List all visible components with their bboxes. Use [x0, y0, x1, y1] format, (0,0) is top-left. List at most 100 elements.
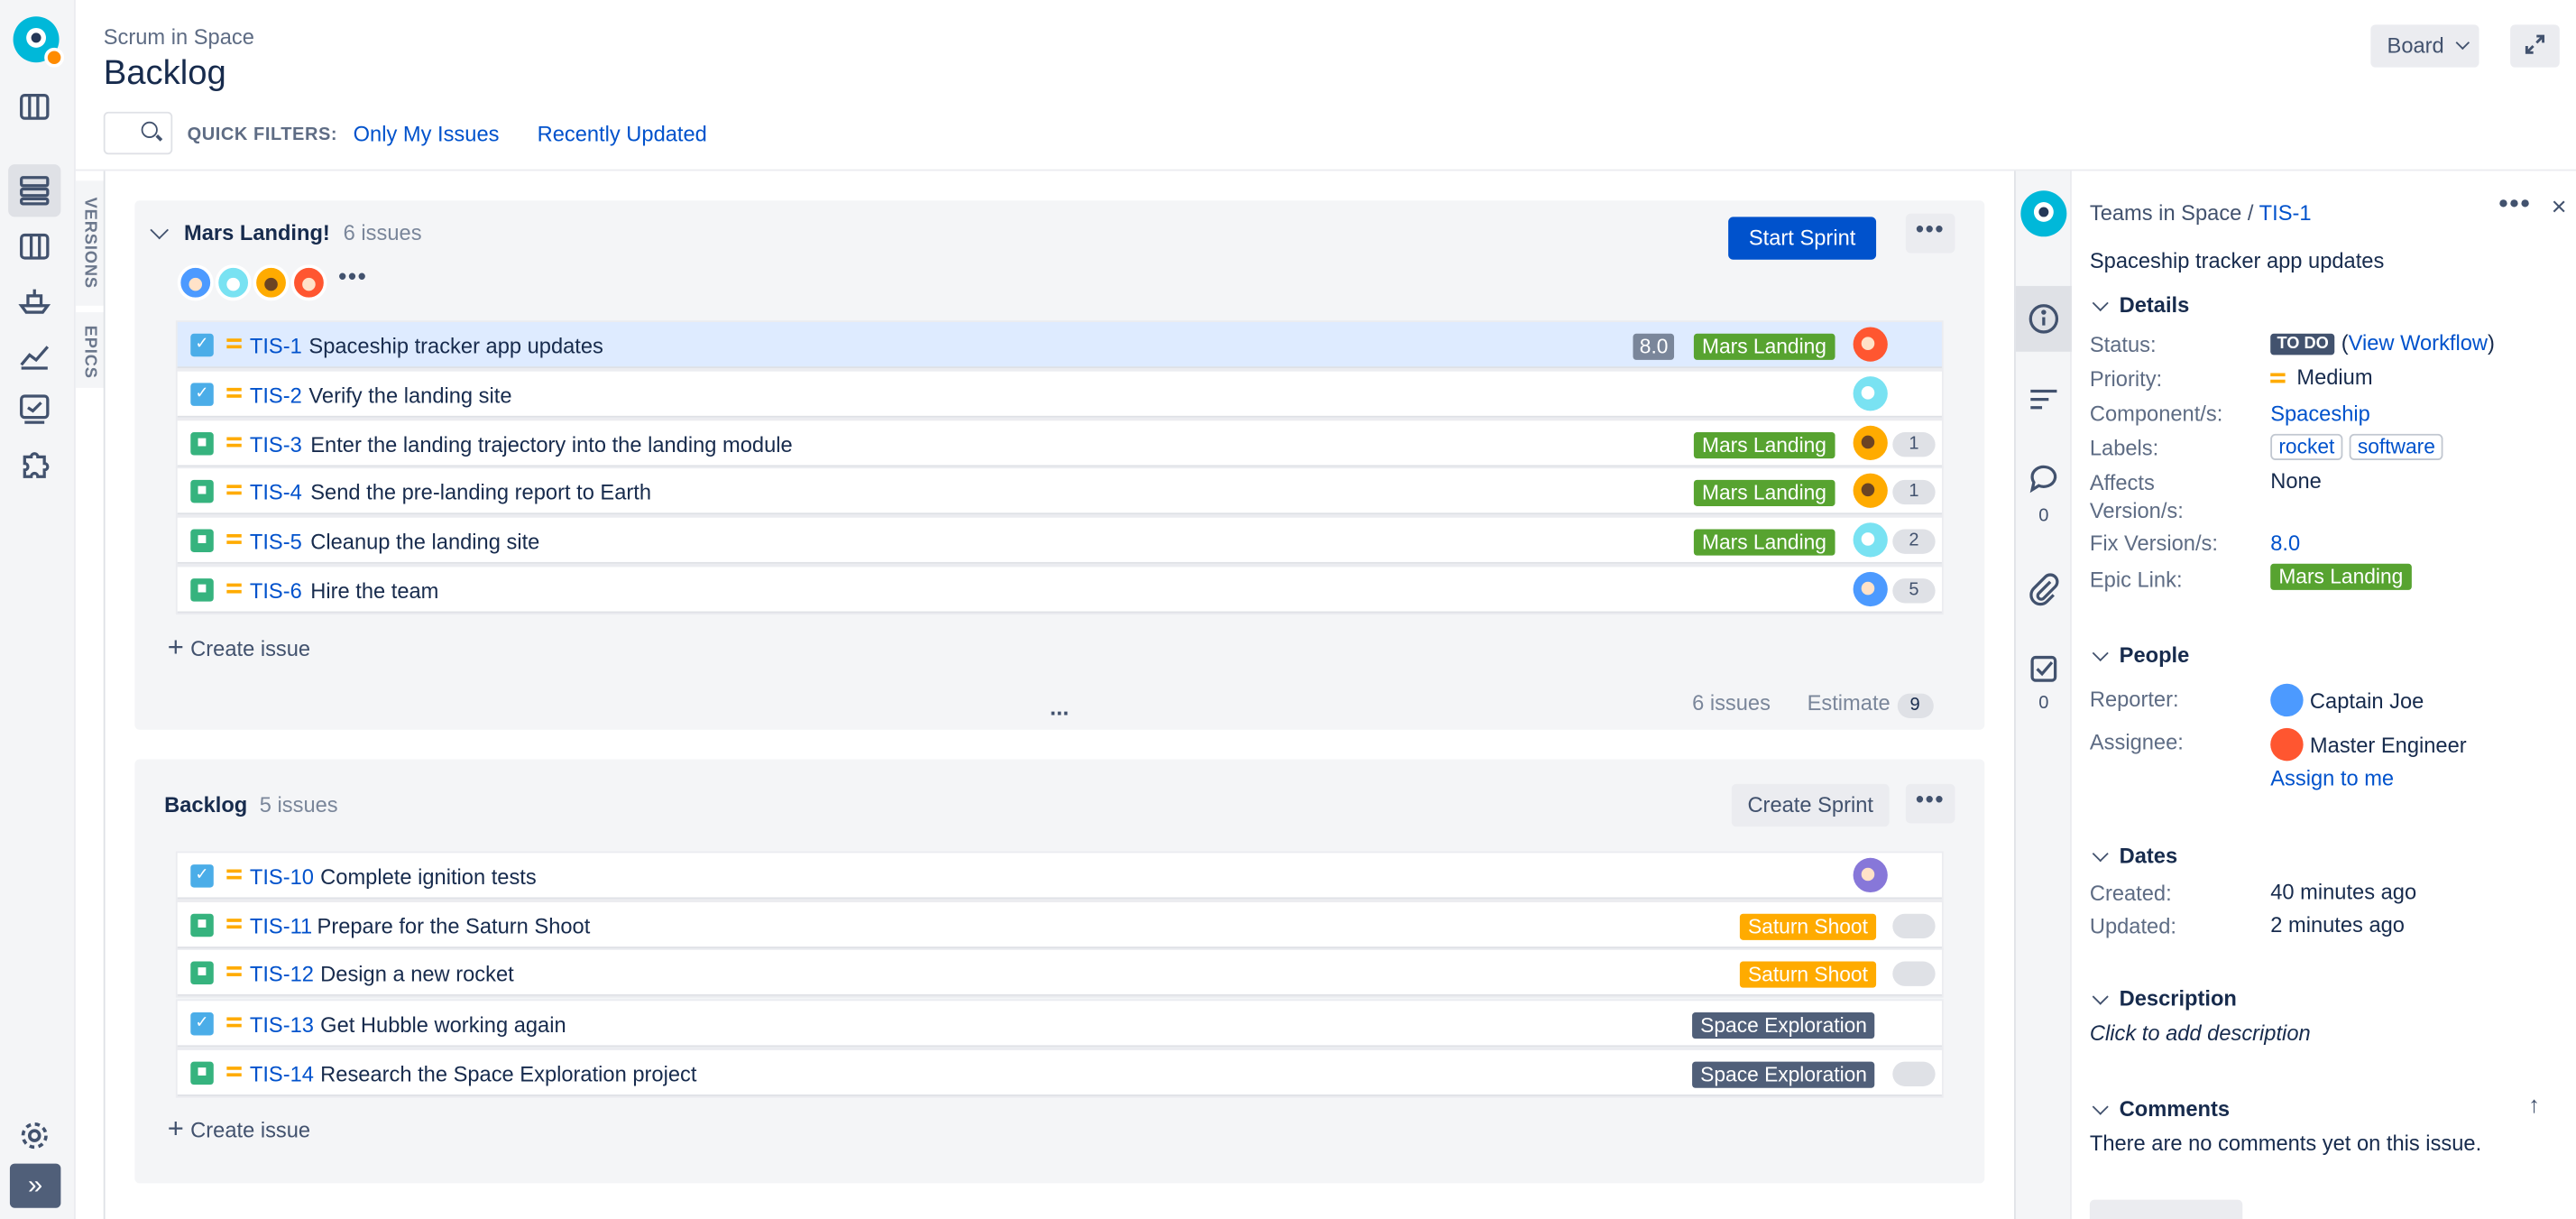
assignee-avatar[interactable]: [1853, 571, 1888, 607]
create-issue-button[interactable]: + Create issue: [168, 1113, 310, 1145]
quick-filter-recently-updated[interactable]: Recently Updated: [537, 121, 707, 147]
reporter-value[interactable]: Captain Joe: [2270, 683, 2424, 717]
fullscreen-button[interactable]: [2510, 24, 2560, 68]
settings-gear-icon[interactable]: [16, 1118, 52, 1154]
priority-value[interactable]: Medium: [2270, 365, 2373, 390]
label-tag[interactable]: rocket: [2270, 433, 2343, 461]
issue-key[interactable]: TIS-3: [249, 432, 302, 457]
issue-key[interactable]: TIS-10: [249, 864, 314, 890]
issue-key[interactable]: TIS-13: [249, 1012, 314, 1038]
epic-lozenge[interactable]: Mars Landing: [1693, 529, 1835, 556]
labels-value[interactable]: rocket software: [2270, 433, 2450, 461]
addons-puzzle-icon[interactable]: [16, 446, 52, 482]
reports-icon[interactable]: [16, 337, 52, 373]
releases-ship-icon[interactable]: [16, 282, 52, 319]
issue-key[interactable]: TIS-11: [249, 913, 313, 939]
description-section-header[interactable]: Description: [2090, 986, 2237, 1011]
backlog-more-button[interactable]: •••: [1905, 783, 1955, 824]
issue-key[interactable]: TIS-5: [249, 529, 302, 554]
versions-tab[interactable]: VERSIONS: [75, 180, 106, 306]
close-icon[interactable]: ×: [2551, 193, 2567, 222]
avatar[interactable]: [215, 264, 252, 301]
epic-link-value[interactable]: Mars Landing: [2270, 563, 2412, 590]
assign-to-me-link[interactable]: Assign to me: [2270, 765, 2395, 791]
label-tag[interactable]: software: [2349, 433, 2444, 461]
assignee-value[interactable]: Master Engineer: [2270, 727, 2467, 762]
epic-lozenge[interactable]: Saturn Shoot: [1739, 913, 1877, 940]
subtasks-checklist-icon[interactable]: [2026, 651, 2062, 687]
table-row[interactable]: ✓ TIS-10 Complete ignition tests: [177, 853, 1942, 900]
sprint-more-button[interactable]: •••: [1905, 213, 1955, 254]
issue-title[interactable]: Spaceship tracker app updates: [2089, 248, 2385, 273]
add-comment-button[interactable]: [2089, 1199, 2243, 1219]
project-link[interactable]: Teams in Space: [2089, 200, 2242, 226]
assignee-avatar[interactable]: [1853, 376, 1888, 411]
people-section-header[interactable]: People: [2090, 642, 2189, 668]
table-row[interactable]: ■ TIS-11 Prepare for the Saturn Shoot Sa…: [177, 901, 1942, 948]
epic-lozenge[interactable]: Mars Landing: [1693, 432, 1835, 459]
epic-lozenge[interactable]: Space Exploration: [1692, 1061, 1876, 1088]
assignee-avatar[interactable]: [1853, 425, 1888, 461]
attachment-paperclip-icon[interactable]: [2026, 570, 2062, 606]
search-input[interactable]: [103, 111, 173, 155]
resize-handle-icon[interactable]: ...: [1049, 693, 1070, 720]
issues-icon[interactable]: [16, 392, 52, 428]
comments-section-header[interactable]: Comments: [2090, 1096, 2230, 1121]
quick-filter-only-my-issues[interactable]: Only My Issues: [353, 121, 500, 147]
status-value[interactable]: TO DO (View Workflow): [2270, 330, 2495, 356]
issue-key[interactable]: TIS-2: [249, 383, 302, 408]
avatar[interactable]: [177, 264, 214, 301]
details-section-header[interactable]: Details: [2090, 292, 2189, 318]
description-lines-icon[interactable]: [2026, 382, 2062, 418]
epic-lozenge[interactable]: Mars Landing: [2270, 563, 2412, 590]
board-dropdown-button[interactable]: Board: [2370, 24, 2479, 68]
avatar[interactable]: [253, 264, 290, 301]
table-row[interactable]: ■ TIS-4 Send the pre-landing report to E…: [177, 468, 1942, 515]
affects-version-value[interactable]: None: [2270, 468, 2322, 494]
sort-arrow-up-icon[interactable]: ↑: [2528, 1091, 2540, 1118]
table-row[interactable]: ■ TIS-3 Enter the landing trajectory int…: [177, 420, 1942, 467]
epic-lozenge[interactable]: Mars Landing: [1693, 333, 1835, 360]
component-value[interactable]: Spaceship: [2270, 401, 2370, 426]
expand-sidebar-icon[interactable]: »: [9, 1163, 61, 1208]
description-placeholder[interactable]: Click to add description: [2089, 1020, 2311, 1046]
view-workflow-link[interactable]: View Workflow: [2348, 330, 2489, 356]
create-issue-button[interactable]: + Create issue: [168, 631, 310, 663]
table-row[interactable]: ✓ TIS-13 Get Hubble working again Space …: [177, 1001, 1942, 1048]
comments-icon[interactable]: [2026, 460, 2062, 496]
epics-tab[interactable]: EPICS: [75, 312, 106, 388]
assignee-avatar[interactable]: [1853, 522, 1888, 558]
table-row[interactable]: ■ TIS-12 Design a new rocket Saturn Shoo…: [177, 949, 1942, 996]
assignee-avatar[interactable]: [1853, 473, 1888, 508]
table-row[interactable]: ✓ TIS-2 Verify the landing site: [177, 371, 1942, 418]
assignee-avatar[interactable]: [1853, 327, 1888, 362]
assignee-avatar[interactable]: [1853, 857, 1888, 893]
app-logo-icon[interactable]: [13, 16, 65, 68]
create-sprint-button[interactable]: Create Sprint: [1731, 783, 1890, 827]
table-row[interactable]: ■ TIS-5 Cleanup the landing site Mars La…: [177, 517, 1942, 564]
detail-more-button[interactable]: •••: [2498, 190, 2532, 219]
info-icon[interactable]: [2026, 300, 2062, 337]
table-row[interactable]: ■ TIS-6 Hire the team 5: [177, 567, 1942, 614]
dates-section-header[interactable]: Dates: [2090, 843, 2177, 868]
start-sprint-button[interactable]: Start Sprint: [1728, 217, 1877, 260]
backlog-icon[interactable]: [8, 164, 61, 217]
more-assignees-icon[interactable]: •••: [338, 263, 368, 290]
epic-lozenge[interactable]: Space Exploration: [1692, 1012, 1876, 1039]
breadcrumb[interactable]: Scrum in Space: [103, 24, 254, 50]
boards-icon[interactable]: [16, 88, 52, 125]
issue-key[interactable]: TIS-4: [249, 479, 302, 505]
avatar[interactable]: [290, 264, 327, 301]
table-row[interactable]: ✓ TIS-1 Spaceship tracker app updates 8.…: [177, 322, 1942, 369]
fix-version-value[interactable]: 8.0: [2270, 531, 2301, 556]
epic-lozenge[interactable]: Saturn Shoot: [1739, 961, 1877, 988]
epic-lozenge[interactable]: Mars Landing: [1693, 479, 1835, 507]
issue-key-link[interactable]: TIS-1: [2259, 200, 2312, 226]
status-lozenge[interactable]: TO DO: [2270, 333, 2336, 356]
table-row[interactable]: ■ TIS-14 Research the Space Exploration …: [177, 1049, 1942, 1096]
issue-key[interactable]: TIS-6: [249, 578, 302, 604]
issue-key[interactable]: TIS-1: [249, 333, 302, 359]
active-sprints-icon[interactable]: [16, 228, 52, 264]
issue-key[interactable]: TIS-12: [249, 961, 314, 986]
issue-key[interactable]: TIS-14: [249, 1061, 314, 1086]
